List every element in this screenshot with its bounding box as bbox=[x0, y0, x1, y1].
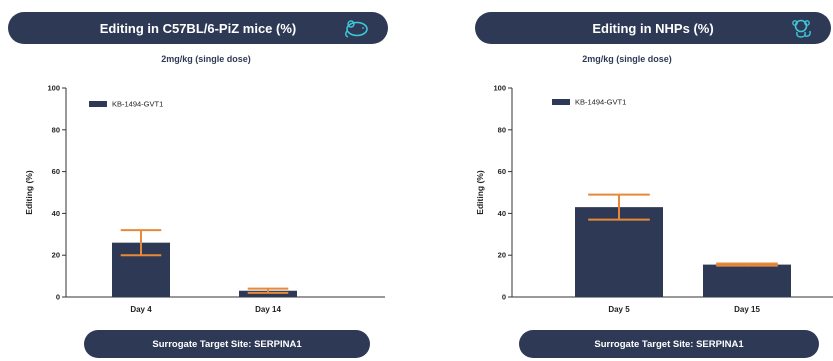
legend-swatch bbox=[552, 99, 570, 105]
y-tick-label: 60 bbox=[498, 167, 506, 176]
legend-label: KB-1494-GVT1 bbox=[112, 100, 163, 109]
y-tick-label: 100 bbox=[493, 84, 506, 93]
y-tick-label: 60 bbox=[52, 167, 60, 176]
bar bbox=[239, 290, 297, 297]
bar bbox=[703, 264, 791, 297]
y-axis-title: Editing (%) bbox=[24, 170, 34, 215]
footer-pill: Surrogate Target Site: SERPINA1 bbox=[519, 330, 819, 358]
panel-title: Editing in NHPs (%) bbox=[592, 20, 714, 36]
y-tick-label: 80 bbox=[498, 125, 506, 134]
nhp-panel: Editing in NHPs (%) 2mg/kg (single dose)… bbox=[421, 0, 833, 361]
bar bbox=[575, 207, 663, 297]
y-tick-label: 40 bbox=[52, 209, 60, 218]
panel-title: Editing in C57BL/6-PiZ mice (%) bbox=[99, 20, 297, 36]
nhp-editing-chart: 0 20 40 60 80 100 Editing (%) Day 5 Day 15 KB-149… bbox=[475, 84, 833, 314]
panel-subtitle: 2mg/kg (single dose) bbox=[161, 54, 251, 64]
footer-pill: Surrogate Target Site: SERPINA1 bbox=[84, 330, 370, 358]
footer-label: Surrogate Target Site: SERPINA1 bbox=[594, 338, 744, 350]
mice-editing-chart: 0 20 40 60 80 100 Editing (%) Day 4 Day 14 KB-149… bbox=[24, 84, 385, 314]
mouse-icon bbox=[345, 20, 368, 38]
footer-label: Surrogate Target Site: SERPINA1 bbox=[152, 338, 302, 350]
x-category-label: Day 15 bbox=[734, 305, 760, 314]
y-tick-label: 100 bbox=[47, 84, 60, 93]
y-tick-label: 80 bbox=[52, 125, 60, 134]
monkey-icon bbox=[792, 19, 811, 38]
y-axis-title: Editing (%) bbox=[475, 170, 485, 215]
y-tick-label: 20 bbox=[52, 251, 60, 260]
y-tick-label: 20 bbox=[498, 251, 506, 260]
panel-title-pill: Editing in C57BL/6-PiZ mice (%) bbox=[8, 12, 388, 44]
x-category-label: Day 4 bbox=[130, 305, 152, 314]
legend-swatch bbox=[89, 101, 107, 107]
y-tick-label: 0 bbox=[502, 293, 506, 302]
panel-subtitle: 2mg/kg (single dose) bbox=[582, 54, 672, 64]
legend-label: KB-1494-GVT1 bbox=[575, 98, 626, 107]
mice-panel: Editing in C57BL/6-PiZ mice (%) 2mg/kg (… bbox=[0, 0, 412, 361]
x-category-label: Day 5 bbox=[608, 305, 630, 314]
y-tick-label: 40 bbox=[498, 209, 506, 218]
x-category-label: Day 14 bbox=[255, 305, 281, 314]
y-tick-label: 0 bbox=[56, 293, 60, 302]
panel-title-pill: Editing in NHPs (%) bbox=[475, 12, 831, 44]
